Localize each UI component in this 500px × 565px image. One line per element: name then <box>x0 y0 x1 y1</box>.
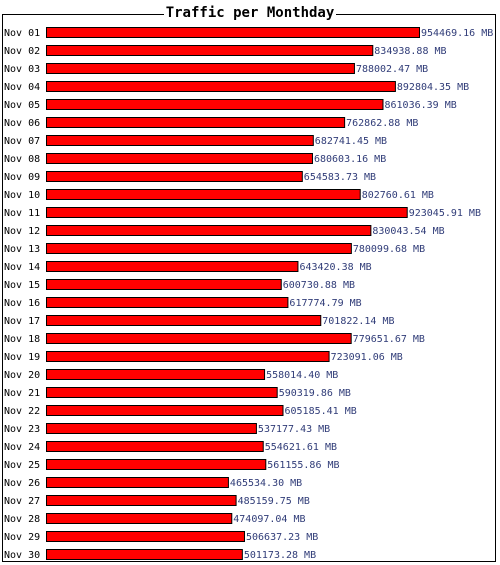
value-label: 682741.45 MB <box>315 136 387 147</box>
value-label: 780099.68 MB <box>353 244 425 255</box>
value-label: 537177.43 MB <box>258 424 330 435</box>
value-label: 506637.23 MB <box>246 532 318 543</box>
category-label: Nov 12 <box>4 226 40 237</box>
value-label: 554621.61 MB <box>265 442 337 453</box>
category-label: Nov 10 <box>4 190 40 201</box>
bar <box>46 477 229 488</box>
bar <box>46 513 233 524</box>
category-label: Nov 04 <box>4 82 40 93</box>
value-label: 485159.75 MB <box>238 496 310 507</box>
category-label: Nov 14 <box>4 262 40 273</box>
category-label: Nov 20 <box>4 370 40 381</box>
value-label: 802760.61 MB <box>362 190 434 201</box>
bar <box>46 153 313 164</box>
bar <box>46 45 374 56</box>
value-label: 654583.73 MB <box>304 172 376 183</box>
category-label: Nov 17 <box>4 316 40 327</box>
bar <box>46 405 284 416</box>
value-label: 954469.16 MB <box>421 28 493 39</box>
value-label: 680603.16 MB <box>314 154 386 165</box>
category-label: Nov 01 <box>4 28 40 39</box>
bar <box>46 459 267 470</box>
category-label: Nov 15 <box>4 280 40 291</box>
category-label: Nov 27 <box>4 496 40 507</box>
bar <box>46 207 408 218</box>
category-label: Nov 09 <box>4 172 40 183</box>
value-label: 723091.06 MB <box>331 352 403 363</box>
bar <box>46 243 352 254</box>
category-label: Nov 25 <box>4 460 40 471</box>
category-label: Nov 08 <box>4 154 40 165</box>
bar <box>46 63 355 74</box>
value-label: 701822.14 MB <box>322 316 394 327</box>
category-label: Nov 19 <box>4 352 40 363</box>
category-label: Nov 06 <box>4 118 40 129</box>
value-label: 590319.86 MB <box>279 388 351 399</box>
bar <box>46 495 237 506</box>
category-label: Nov 05 <box>4 100 40 111</box>
value-label: 643420.38 MB <box>299 262 371 273</box>
category-label: Nov 24 <box>4 442 40 453</box>
bar <box>46 99 384 110</box>
value-label: 923045.91 MB <box>409 208 481 219</box>
bar <box>46 135 314 146</box>
bar <box>46 369 266 380</box>
category-label: Nov 21 <box>4 388 40 399</box>
bar <box>46 441 264 452</box>
bar <box>46 531 245 542</box>
category-label: Nov 30 <box>4 550 40 561</box>
bar <box>46 279 282 290</box>
value-label: 617774.79 MB <box>289 298 361 309</box>
category-label: Nov 16 <box>4 298 40 309</box>
bar <box>46 27 420 38</box>
value-label: 600730.88 MB <box>283 280 355 291</box>
category-label: Nov 18 <box>4 334 40 345</box>
bar <box>46 171 303 182</box>
bar <box>46 117 346 128</box>
bar <box>46 81 396 92</box>
bar <box>46 261 299 272</box>
category-label: Nov 02 <box>4 46 40 57</box>
bar <box>46 333 352 344</box>
category-label: Nov 26 <box>4 478 40 489</box>
category-label: Nov 03 <box>4 64 40 75</box>
value-label: 762862.88 MB <box>346 118 418 129</box>
bar <box>46 549 243 560</box>
value-label: 779651.67 MB <box>353 334 425 345</box>
category-label: Nov 11 <box>4 208 40 219</box>
category-label: Nov 28 <box>4 514 40 525</box>
bar <box>46 387 278 398</box>
category-label: Nov 13 <box>4 244 40 255</box>
bar <box>46 315 322 326</box>
bar <box>46 225 372 236</box>
value-label: 788002.47 MB <box>356 64 428 75</box>
category-label: Nov 07 <box>4 136 40 147</box>
value-label: 861036.39 MB <box>384 100 456 111</box>
bar <box>46 297 289 308</box>
value-label: 561155.86 MB <box>267 460 339 471</box>
category-label: Nov 29 <box>4 532 40 543</box>
value-label: 834938.88 MB <box>374 46 446 57</box>
bar <box>46 351 330 362</box>
value-label: 474097.04 MB <box>233 514 305 525</box>
value-label: 465534.30 MB <box>230 478 302 489</box>
value-label: 892804.35 MB <box>397 82 469 93</box>
category-label: Nov 23 <box>4 424 40 435</box>
value-label: 830043.54 MB <box>372 226 444 237</box>
bar <box>46 189 361 200</box>
value-label: 605185.41 MB <box>285 406 357 417</box>
bar <box>46 423 257 434</box>
category-label: Nov 22 <box>4 406 40 417</box>
value-label: 558014.40 MB <box>266 370 338 381</box>
value-label: 501173.28 MB <box>244 550 316 561</box>
